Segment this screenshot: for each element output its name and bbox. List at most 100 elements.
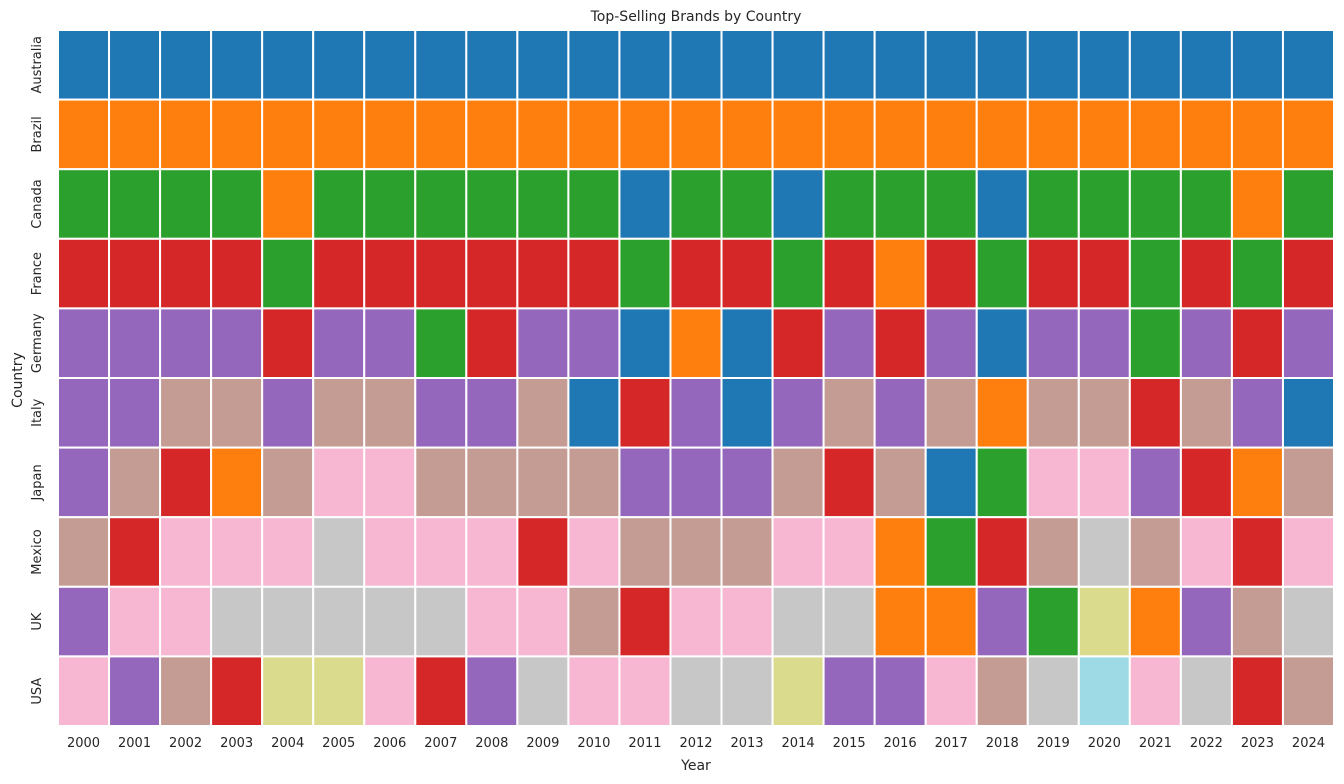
heatmap-cell (1026, 307, 1080, 379)
heatmap-cell (1230, 29, 1284, 101)
heatmap-cell (873, 29, 927, 101)
heatmap-cell (1077, 377, 1131, 449)
heatmap-cell (822, 168, 876, 240)
x-tick-label: 2007 (424, 736, 457, 751)
heatmap-cell (873, 655, 927, 728)
heatmap-cell (312, 655, 366, 728)
heatmap-cell (1026, 377, 1080, 449)
heatmap-cell (975, 168, 1029, 240)
heatmap-cell (720, 307, 774, 379)
heatmap-cell (1281, 516, 1335, 588)
heatmap-cell (261, 168, 315, 240)
heatmap-cell (669, 168, 723, 240)
y-tick-label: Germany (30, 313, 45, 373)
heatmap-cell (822, 516, 876, 588)
heatmap-cell (771, 168, 825, 240)
heatmap-cell (414, 446, 468, 519)
heatmap-cell (1179, 655, 1233, 728)
heatmap-cell (720, 446, 774, 519)
heatmap-cell (669, 377, 723, 449)
heatmap-cell (1179, 516, 1233, 588)
x-tick-label: 2001 (118, 736, 151, 751)
y-tick-label: France (30, 252, 45, 295)
heatmap-cell (57, 168, 111, 240)
heatmap-cell (924, 377, 978, 449)
heatmap-cell (465, 237, 519, 310)
heatmap-cell (465, 585, 519, 658)
heatmap-cell (1230, 237, 1284, 310)
heatmap-cell (516, 585, 570, 658)
heatmap-cell (363, 29, 417, 101)
heatmap-cell (618, 98, 672, 171)
chart-title: Top-Selling Brands by Country (590, 9, 802, 25)
heatmap-cell (975, 655, 1029, 728)
heatmap-cell (312, 98, 366, 171)
heatmap-cell (771, 98, 825, 171)
heatmap-cell (312, 516, 366, 588)
heatmap-cell (618, 29, 672, 101)
heatmap-cell (1281, 168, 1335, 240)
heatmap-cell (1179, 307, 1233, 379)
heatmap-cell (1179, 98, 1233, 171)
heatmap-cell (720, 516, 774, 588)
heatmap-cell (873, 307, 927, 379)
heatmap-cell (669, 307, 723, 379)
heatmap-cell (771, 516, 825, 588)
heatmap-cell (516, 307, 570, 379)
heatmap-cell (822, 98, 876, 171)
heatmap-cell (159, 237, 213, 310)
heatmap-cell (210, 98, 264, 171)
heatmap-cell (210, 585, 264, 658)
heatmap-cell (1077, 655, 1131, 728)
heatmap-cell (57, 516, 111, 588)
heatmap-cell (975, 446, 1029, 519)
heatmap-cell (1230, 98, 1284, 171)
x-tick-label: 2020 (1088, 736, 1121, 751)
x-tick-label: 2009 (526, 736, 559, 751)
heatmap-cell (57, 377, 111, 449)
heatmap-cell (210, 29, 264, 101)
y-axis-label: Country (10, 352, 26, 408)
heatmap-cell (822, 377, 876, 449)
heatmap-cell (720, 237, 774, 310)
heatmap-cell (465, 98, 519, 171)
heatmap-cell (873, 168, 927, 240)
heatmap-cell (414, 585, 468, 658)
heatmap-cell (1281, 377, 1335, 449)
heatmap-cell (108, 377, 162, 449)
heatmap-cell (567, 307, 621, 379)
heatmap-cell (516, 98, 570, 171)
heatmap-cell (771, 446, 825, 519)
heatmap-cell (1179, 446, 1233, 519)
x-tick-label: 2024 (1292, 736, 1325, 751)
heatmap-cell (261, 377, 315, 449)
heatmap-cell (465, 516, 519, 588)
heatmap-cell (618, 516, 672, 588)
heatmap-cell (159, 516, 213, 588)
heatmap-cell (312, 29, 366, 101)
heatmap-cell (261, 29, 315, 101)
heatmap-cell (669, 516, 723, 588)
x-tick-label: 2004 (271, 736, 304, 751)
heatmap-cell (618, 585, 672, 658)
heatmap-cell (1128, 446, 1182, 519)
heatmap-cell (567, 446, 621, 519)
heatmap-cell (618, 307, 672, 379)
heatmap-cell (924, 446, 978, 519)
heatmap-cell (159, 168, 213, 240)
heatmap-cell (414, 307, 468, 379)
heatmap-cell (57, 237, 111, 310)
heatmap-cell (618, 168, 672, 240)
heatmap-cell (210, 168, 264, 240)
heatmap-cell (159, 446, 213, 519)
heatmap-cell (1077, 516, 1131, 588)
heatmap-cell (669, 585, 723, 658)
heatmap-cell (312, 237, 366, 310)
heatmap-cell (822, 585, 876, 658)
heatmap-cell (1281, 29, 1335, 101)
heatmap-cell (1077, 98, 1131, 171)
heatmap-cell (1128, 377, 1182, 449)
heatmap-cell (108, 655, 162, 728)
heatmap-cell (159, 29, 213, 101)
